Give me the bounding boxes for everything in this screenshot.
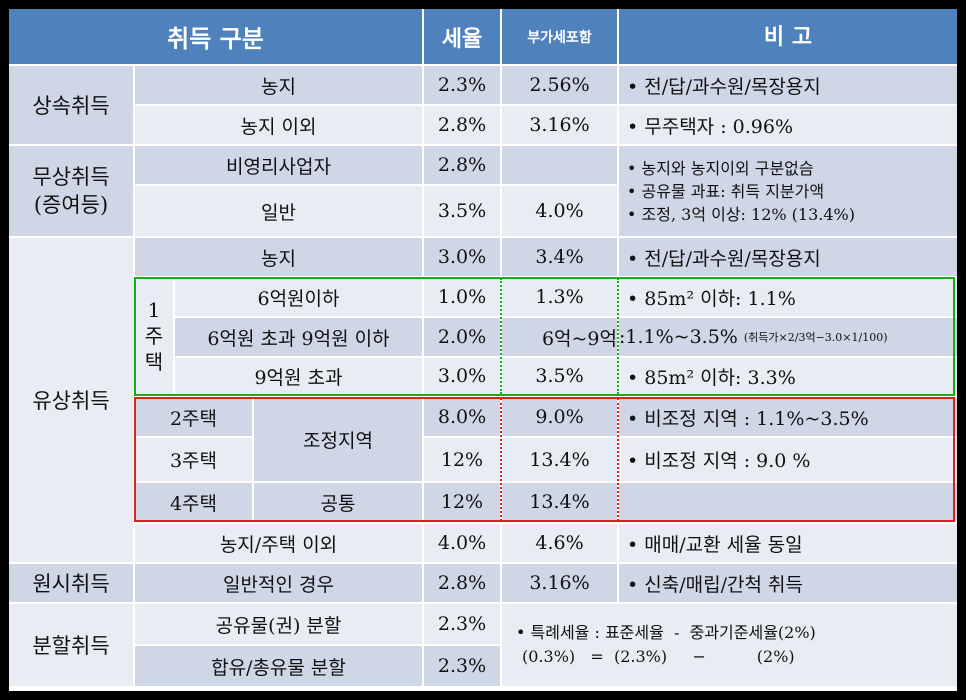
header-remarks: 비 고 [619, 9, 957, 64]
inheritance-farm-note: • 전/답/과수원/목장용지 [619, 66, 957, 104]
house3-note: • 비조정 지역 : 9.0 % [619, 438, 957, 481]
house4-rate: 12% [424, 483, 500, 521]
original-rate: 2.8% [424, 564, 500, 602]
one-house-label: 1 주 택 [135, 278, 173, 394]
original-item: 일반적인 경우 [135, 564, 422, 602]
header-vat-incl: 부가세포함 [502, 9, 617, 64]
purchase-farm-rate: 3.0% [424, 238, 500, 276]
original-label: 원시취득 [9, 564, 133, 602]
gift-nonprofit-vat [502, 146, 617, 184]
one-house-label-1: 1 [147, 298, 161, 322]
house3-vat: 13.4% [502, 438, 617, 481]
gift-general-vat: 4.0% [502, 186, 617, 236]
gift-note-3: • 조정, 3억 이상: 12% (13.4%) [627, 204, 855, 224]
gift-label-line2: (증여등) [33, 193, 109, 217]
house2-label: 2주택 [135, 398, 252, 436]
one-house-label-2: 주 [144, 324, 164, 348]
partition-joint-rate: 2.3% [424, 646, 500, 686]
house3-rate: 12% [424, 438, 500, 481]
original-vat: 3.16% [502, 564, 617, 602]
one-house-9eok-rate: 3.0% [424, 358, 500, 394]
one-house-6eok-note: • 85m² 이하: 1.1% [619, 278, 957, 316]
house2-note: • 비조정 지역 : 1.1%~3.5% [619, 398, 957, 436]
house2-rate: 8.0% [424, 398, 500, 436]
inheritance-farm-vat: 2.56% [502, 66, 617, 104]
header-rate: 세율 [424, 9, 500, 64]
house2-vat: 9.0% [502, 398, 617, 436]
partition-common-item: 공유물(권) 분할 [135, 604, 422, 644]
one-house-6eok-rate: 1.0% [424, 278, 500, 316]
partition-note-line1: • 특례세율 : 표준세율 - 중과기준세율(2%) [516, 623, 816, 642]
partition-common-rate: 2.3% [424, 604, 500, 644]
one-house-mid-note-main: :1.1%~3.5% [619, 326, 738, 348]
purchase-farm-item: 농지 [135, 238, 422, 276]
purchase-other-vat: 4.6% [502, 524, 617, 562]
partition-joint-item: 합유/총유물 분할 [135, 646, 422, 686]
one-house-mid-note-formula: (취득가×2/3억−3.0×1/100) [743, 331, 888, 344]
header-category: 취득 구분 [9, 9, 422, 64]
purchase-label: 유상취득 [9, 238, 133, 562]
inheritance-other-vat: 3.16% [502, 106, 617, 144]
gift-nonprofit-item: 비영리사업자 [135, 146, 422, 184]
gift-label-line1: 무상취득 [32, 165, 110, 189]
inheritance-farm-rate: 2.3% [424, 66, 500, 104]
one-house-9eok-note: • 85m² 이하: 3.3% [619, 358, 957, 394]
purchase-farm-vat: 3.4% [502, 238, 617, 276]
common-label: 공통 [254, 483, 422, 521]
one-house-6eok-item: 6억원이하 [175, 278, 422, 316]
zone-label: 조정지역 [254, 398, 422, 481]
one-house-9eok-vat: 3.5% [502, 358, 617, 394]
inheritance-farm-item: 농지 [135, 66, 422, 104]
house4-label: 4주택 [135, 483, 252, 521]
inheritance-other-note: • 무주택자 : 0.96% [619, 106, 957, 144]
house4-note [619, 483, 957, 521]
one-house-mid-note: :1.1%~3.5% (취득가×2/3억−3.0×1/100) [619, 318, 957, 356]
one-house-6eok-vat: 1.3% [502, 278, 617, 316]
gift-nonprofit-rate: 2.8% [424, 146, 500, 184]
one-house-mid-vat: 6억~9억 [502, 318, 617, 356]
gift-notes: • 농지와 농지이외 구분없슴 • 공유물 과표: 취득 지분가액 • 조정, … [619, 146, 957, 236]
partition-label: 분할취득 [9, 604, 133, 686]
tax-table: 취득 구분 세율 부가세포함 비 고 상속취득 농지 2.3% 2.56% • … [9, 9, 957, 691]
one-house-label-3: 택 [144, 350, 164, 374]
partition-note: • 특례세율 : 표준세율 - 중과기준세율(2%) (0.3%) = (2.3… [502, 604, 957, 686]
purchase-other-item: 농지/주택 이외 [135, 524, 422, 562]
one-house-mid-item: 6억원 초과 9억원 이하 [175, 318, 422, 356]
partition-note-line2: (0.3%) = (2.3%) − (2%) [522, 647, 795, 666]
original-note: • 신축/매립/간척 취득 [619, 564, 957, 602]
one-house-mid-rate: 2.0% [424, 318, 500, 356]
gift-general-rate: 3.5% [424, 186, 500, 236]
inheritance-label: 상속취득 [9, 66, 133, 144]
gift-note-1: • 농지와 농지이외 구분없슴 [627, 158, 814, 178]
purchase-other-note: • 매매/교환 세율 동일 [619, 524, 957, 562]
one-house-9eok-item: 9억원 초과 [175, 358, 422, 394]
house3-label: 3주택 [135, 438, 252, 481]
gift-general-item: 일반 [135, 186, 422, 236]
house4-vat: 13.4% [502, 483, 617, 521]
gift-label: 무상취득 (증여등) [9, 146, 133, 236]
inheritance-other-item: 농지 이외 [135, 106, 422, 144]
gift-note-2: • 공유물 과표: 취득 지분가액 [627, 181, 825, 201]
inheritance-other-rate: 2.8% [424, 106, 500, 144]
purchase-farm-note: • 전/답/과수원/목장용지 [619, 238, 957, 276]
purchase-other-rate: 4.0% [424, 524, 500, 562]
